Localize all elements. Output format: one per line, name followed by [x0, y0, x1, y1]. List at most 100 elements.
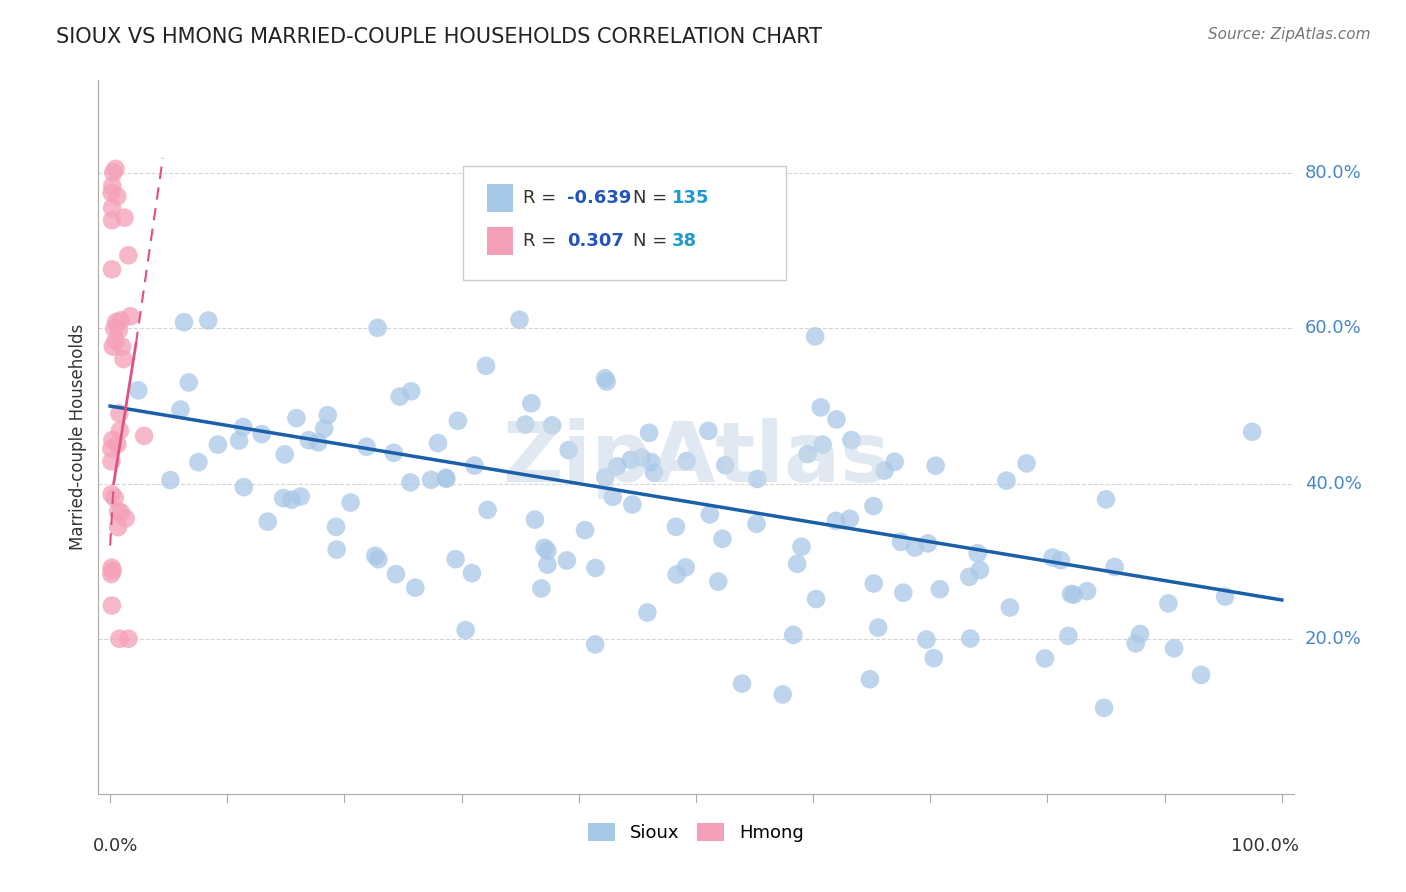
Point	[790, 540, 813, 554]
Point	[475, 359, 498, 373]
Point	[110, 313, 132, 327]
Point	[804, 329, 827, 343]
Point	[117, 248, 139, 262]
Point	[447, 414, 470, 428]
Point	[104, 491, 127, 505]
Point	[620, 453, 643, 467]
Point	[707, 574, 730, 589]
Y-axis label: Married-couple Households: Married-couple Households	[69, 324, 87, 550]
Point	[665, 567, 688, 582]
Point	[523, 512, 546, 526]
Point	[101, 262, 124, 277]
Text: Source: ZipAtlas.com: Source: ZipAtlas.com	[1208, 27, 1371, 42]
Point	[232, 480, 254, 494]
Point	[796, 447, 818, 461]
Point	[924, 458, 946, 473]
Point	[1042, 550, 1064, 565]
Point	[290, 490, 312, 504]
Point	[904, 541, 927, 555]
Point	[107, 520, 129, 534]
Point	[621, 498, 644, 512]
Text: 20.0%: 20.0%	[1305, 630, 1361, 648]
Point	[105, 315, 128, 329]
Point	[606, 459, 628, 474]
Point	[862, 499, 884, 513]
Point	[536, 543, 558, 558]
Text: 60.0%: 60.0%	[1305, 319, 1361, 337]
Point	[477, 503, 499, 517]
Point	[969, 563, 991, 577]
Point	[316, 408, 339, 422]
Point	[595, 375, 617, 389]
Point	[508, 312, 530, 326]
Point	[117, 632, 139, 646]
Point	[859, 672, 882, 686]
Text: 0.0%: 0.0%	[93, 837, 138, 855]
Text: -0.639: -0.639	[567, 189, 631, 207]
Point	[101, 213, 124, 227]
Point	[862, 576, 884, 591]
Point	[520, 396, 543, 410]
Point	[636, 606, 658, 620]
Point	[111, 340, 134, 354]
Point	[104, 334, 127, 348]
Point	[256, 515, 278, 529]
Point	[114, 511, 136, 525]
Text: SIOUX VS HMONG MARRIED-COUPLE HOUSEHOLDS CORRELATION CHART: SIOUX VS HMONG MARRIED-COUPLE HOUSEHOLDS…	[56, 27, 823, 46]
Point	[714, 458, 737, 472]
Point	[998, 600, 1021, 615]
Point	[1057, 629, 1080, 643]
Point	[959, 632, 981, 646]
Point	[1063, 588, 1085, 602]
Point	[595, 470, 617, 484]
Point	[367, 552, 389, 566]
Point	[207, 437, 229, 451]
Point	[530, 582, 553, 596]
Point	[105, 189, 128, 203]
Point	[399, 475, 422, 490]
Text: N =: N =	[633, 189, 672, 207]
Text: 100.0%: 100.0%	[1232, 837, 1299, 855]
Point	[101, 178, 124, 193]
Point	[103, 321, 125, 335]
Point	[915, 632, 938, 647]
Point	[108, 424, 131, 438]
Point	[100, 442, 122, 456]
Point	[367, 321, 389, 335]
Point	[745, 516, 768, 531]
Point	[1095, 492, 1118, 507]
Point	[665, 520, 688, 534]
Point	[1092, 700, 1115, 714]
Point	[388, 390, 411, 404]
Point	[786, 557, 808, 571]
Point	[1213, 590, 1236, 604]
Point	[841, 433, 863, 447]
Point	[922, 651, 945, 665]
Point	[638, 425, 661, 440]
Point	[891, 585, 914, 599]
Point	[307, 435, 329, 450]
Point	[747, 472, 769, 486]
Point	[107, 504, 129, 518]
Point	[434, 471, 457, 485]
Point	[271, 491, 294, 505]
Point	[197, 313, 219, 327]
Point	[420, 473, 443, 487]
Point	[107, 437, 129, 451]
Point	[104, 161, 127, 176]
Point	[187, 455, 209, 469]
Point	[173, 315, 195, 329]
Point	[100, 487, 122, 501]
Bar	[486, 227, 513, 255]
Point	[583, 637, 606, 651]
Point	[804, 592, 827, 607]
Point	[101, 564, 124, 578]
Point	[108, 323, 131, 337]
Point	[1033, 651, 1056, 665]
Point	[675, 454, 697, 468]
Point	[966, 546, 988, 560]
Point	[782, 628, 804, 642]
Point	[1050, 553, 1073, 567]
Point	[159, 473, 181, 487]
Point	[536, 558, 558, 572]
